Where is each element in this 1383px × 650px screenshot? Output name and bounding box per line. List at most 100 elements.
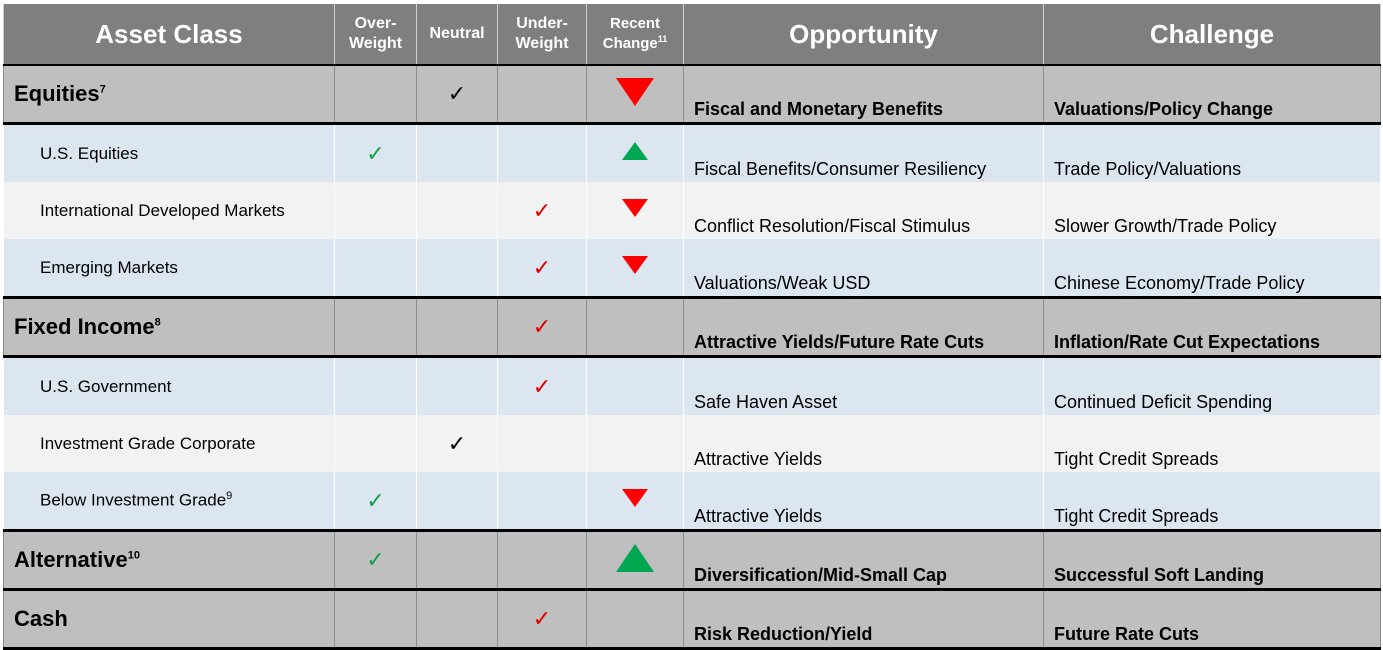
- opportunity-cell: Valuations/Weak USD: [683, 239, 1044, 298]
- overweight-cell: [334, 64, 417, 124]
- recent-change-cell: [586, 355, 684, 415]
- header-challenge: Challenge: [1043, 4, 1381, 65]
- underweight-cell: ✓: [497, 355, 587, 415]
- asset-class-name: Equities7: [3, 64, 335, 124]
- underweight-cell: [497, 472, 587, 531]
- overweight-cell: [334, 296, 417, 357]
- asset-class-label: U.S. Equities: [40, 143, 139, 163]
- section-row: Cash ✓ Risk Reduction/Yield Future Rate Cut…: [3, 588, 1381, 650]
- opportunity-cell: Conflict Resolution/Fiscal Stimulus: [683, 182, 1044, 239]
- arrow-down-icon: [622, 489, 648, 507]
- neutral-cell: ✓: [416, 64, 498, 124]
- overweight-cell: [334, 355, 417, 415]
- footnote-marker: 7: [99, 83, 106, 96]
- asset-class-label: Investment Grade Corporate: [40, 433, 256, 453]
- challenge-cell: Inflation/Rate Cut Expectations: [1043, 296, 1381, 357]
- challenge-cell: Future Rate Cuts: [1043, 588, 1381, 650]
- recent-change-cell: [586, 122, 684, 182]
- neutral-cell: [416, 296, 498, 357]
- challenge-cell: Tight Credit Spreads: [1043, 472, 1381, 531]
- check-icon: ✓: [532, 197, 552, 223]
- underweight-cell: [497, 64, 587, 124]
- footnote-marker: 8: [154, 316, 161, 329]
- underweight-cell: ✓: [497, 296, 587, 357]
- opportunity-cell: Attractive Yields: [683, 415, 1044, 472]
- check-icon: ✓: [532, 254, 552, 280]
- table-row: Emerging Markets ✓ Valuations/Weak USD Chin…: [3, 239, 1381, 298]
- underweight-cell: [497, 415, 587, 472]
- header-underweight-line1: Under-: [516, 15, 568, 32]
- recent-change-cell: [586, 529, 684, 590]
- header-recent-change: Recent Change11: [586, 4, 684, 65]
- footnote-marker: 9: [226, 490, 233, 503]
- asset-class-label: Cash: [14, 606, 68, 631]
- recent-change-cell: [586, 182, 684, 239]
- challenge-cell: Tight Credit Spreads: [1043, 415, 1381, 472]
- asset-class-label: Equities: [14, 81, 100, 106]
- recent-change-cell: [586, 296, 684, 357]
- recent-change-cell: [586, 588, 684, 650]
- asset-class-label: Emerging Markets: [40, 257, 178, 277]
- asset-class-name: International Developed Markets: [3, 182, 335, 239]
- overweight-cell: ✓: [334, 122, 417, 182]
- challenge-cell: Successful Soft Landing: [1043, 529, 1381, 590]
- arrow-down-icon: [622, 256, 648, 274]
- asset-class-name: Investment Grade Corporate: [3, 415, 335, 472]
- underweight-cell: [497, 529, 587, 590]
- asset-class-name: U.S. Government: [3, 355, 335, 415]
- overweight-cell: [334, 415, 417, 472]
- header-recent-footnote: 11: [657, 33, 668, 44]
- table-row: U.S. Equities ✓ Fiscal Benefits/Consumer R…: [3, 122, 1381, 182]
- asset-class-name: Alternative10: [3, 529, 335, 590]
- underweight-cell: ✓: [497, 182, 587, 239]
- check-icon: ✓: [366, 487, 385, 513]
- underweight-cell: ✓: [497, 588, 587, 650]
- asset-class-name: Below Investment Grade9: [3, 472, 335, 531]
- header-neutral: Neutral: [416, 4, 498, 65]
- opportunity-cell: Safe Haven Asset: [683, 355, 1044, 415]
- section-row: Alternative10 ✓ Diversification/Mid-Small …: [3, 529, 1381, 590]
- header-overweight-line1: Over-: [354, 15, 397, 32]
- check-icon: ✓: [532, 373, 552, 399]
- asset-class-name: Cash: [3, 588, 335, 650]
- table-row: Investment Grade Corporate ✓ Attractive Yi…: [3, 415, 1381, 472]
- challenge-cell: Continued Deficit Spending: [1043, 355, 1381, 415]
- underweight-cell: [497, 122, 587, 182]
- neutral-cell: [416, 588, 498, 650]
- asset-class-label: Alternative: [14, 547, 128, 572]
- opportunity-cell: Fiscal and Monetary Benefits: [683, 64, 1044, 124]
- challenge-cell: Valuations/Policy Change: [1043, 64, 1381, 124]
- overweight-cell: ✓: [334, 529, 417, 590]
- neutral-cell: [416, 472, 498, 531]
- table-header-row: Asset Class Over- Weight Neutral Under- We…: [3, 4, 1381, 65]
- table-row: Below Investment Grade9 ✓ Attractive Yield…: [3, 472, 1381, 531]
- opportunity-cell: Attractive Yields/Future Rate Cuts: [683, 296, 1044, 357]
- header-recent-line1: Recent: [609, 14, 661, 32]
- table-row: International Developed Markets ✓ Conflict…: [3, 182, 1381, 239]
- neutral-cell: [416, 355, 498, 415]
- check-icon: ✓: [447, 430, 467, 456]
- neutral-cell: ✓: [416, 415, 498, 472]
- opportunity-cell: Fiscal Benefits/Consumer Resiliency: [683, 122, 1044, 182]
- arrow-up-icon: [616, 543, 654, 572]
- asset-class-name: U.S. Equities: [3, 122, 335, 182]
- recent-change-cell: [586, 239, 684, 298]
- neutral-cell: [416, 529, 498, 590]
- header-opportunity: Opportunity: [683, 4, 1044, 65]
- neutral-cell: [416, 182, 498, 239]
- arrow-down-icon: [616, 77, 654, 106]
- asset-allocation-table: Asset Class Over- Weight Neutral Under- We…: [3, 4, 1381, 650]
- header-underweight-line2: Weight: [515, 35, 569, 52]
- arrow-up-icon: [622, 142, 648, 160]
- check-icon: ✓: [447, 81, 467, 106]
- arrow-down-icon: [622, 199, 648, 217]
- section-row: Fixed Income8 ✓ Attractive Yields/Future R…: [3, 296, 1381, 357]
- opportunity-cell: Diversification/Mid-Small Cap: [683, 529, 1044, 590]
- asset-class-label: U.S. Government: [40, 376, 172, 396]
- recent-change-cell: [586, 64, 684, 124]
- asset-class-name: Fixed Income8: [3, 296, 335, 357]
- recent-change-cell: [586, 472, 684, 531]
- neutral-cell: [416, 239, 498, 298]
- header-overweight: Over- Weight: [334, 4, 417, 65]
- asset-class-label: Below Investment Grade: [40, 490, 227, 510]
